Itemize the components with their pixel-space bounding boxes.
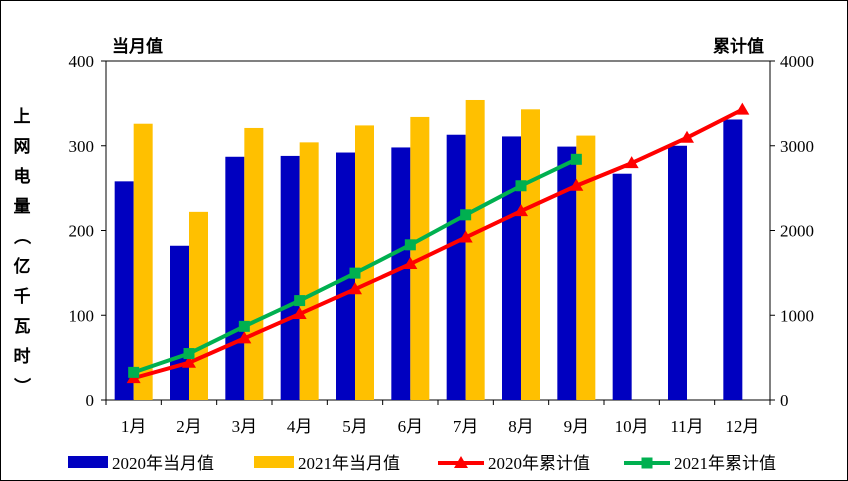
bar-2020-11	[668, 145, 687, 400]
x-tick-label: 3月	[232, 417, 258, 436]
point-2021-9	[570, 153, 582, 165]
bar-2021-9	[576, 135, 596, 400]
x-tick-label: 2月	[176, 417, 202, 436]
bar-2020-10	[612, 173, 632, 400]
legend-label-3: 2020年累计值	[488, 454, 590, 473]
bar-2020-1	[114, 181, 134, 400]
point-2020-11	[680, 130, 694, 143]
line-2020-cumulative	[133, 107, 744, 381]
point-2021-1	[128, 366, 140, 378]
x-tick-label: 11月	[670, 417, 703, 436]
bar-2020-2	[170, 245, 189, 400]
ylabel-char: 千	[14, 287, 31, 307]
x-tick-label: 10月	[615, 417, 649, 436]
right-axis-ticks: 0 1000 2000 3000 4000	[770, 52, 814, 410]
right-tick-label: 4000	[780, 52, 814, 71]
legend-swatch-2	[254, 456, 294, 468]
point-2020-4	[292, 306, 307, 319]
left-tick-label: 100	[69, 306, 95, 325]
point-2020-9	[569, 178, 584, 191]
point-2020-8	[514, 204, 528, 217]
ylabel-char: 网	[14, 137, 31, 157]
point-2021-6	[404, 239, 416, 251]
ylabel-char: 量	[14, 196, 31, 217]
right-axis-title: 累计值	[713, 36, 764, 57]
point-2021-7	[460, 209, 472, 221]
right-tick-label: 2000	[780, 222, 814, 241]
ylabel-char: 上	[14, 107, 31, 127]
left-axis-ticks: 0 100 200 300 400	[69, 52, 106, 410]
ylabel-char: 时	[14, 347, 31, 367]
x-tick-label: 6月	[398, 417, 424, 436]
legend: 2020年当月值 2021年当月值 2020年累计值 2021年累计值	[68, 454, 776, 473]
point-2021-8	[515, 180, 527, 192]
point-2020-6	[403, 256, 418, 269]
x-axis-ticks: 1月 2月 3月 4月 5月 6月 7月 8月 9月 10月 11月 12月	[105, 400, 771, 436]
bar-2021-8	[521, 109, 540, 401]
ylabel-char: ）	[11, 378, 32, 395]
lines-layer	[126, 102, 750, 384]
x-tick-label: 12月	[725, 417, 759, 436]
point-2020-10	[624, 156, 639, 169]
left-tick-label: 300	[69, 137, 95, 156]
x-tick-label: 7月	[453, 417, 479, 436]
ylabel-char: 瓦	[14, 317, 31, 337]
right-tick-label: 1000	[780, 306, 814, 325]
point-2020-5	[348, 282, 362, 295]
left-axis-title: 当月值	[112, 36, 163, 57]
legend-label-4: 2021年累计值	[674, 454, 776, 473]
bar-2021-4	[299, 142, 319, 401]
bar-2021-1	[133, 123, 153, 400]
left-tick-label: 200	[69, 222, 95, 241]
ylabel-char: 亿	[14, 256, 31, 277]
legend-label-1: 2020年当月值	[112, 454, 214, 473]
bars-layer	[114, 99, 743, 401]
bar-2021-2	[189, 211, 208, 400]
left-tick-label: 400	[69, 52, 95, 71]
point-2021-3	[238, 320, 250, 332]
legend-marker-3	[454, 456, 468, 468]
bar-2020-8	[502, 136, 521, 401]
point-2020-3	[237, 331, 252, 344]
left-tick-label: 0	[86, 391, 95, 410]
ylabel-char: 电	[14, 166, 31, 187]
point-2021-4	[294, 295, 306, 307]
legend-swatch-1	[68, 456, 108, 468]
bar-2021-7	[465, 99, 485, 401]
point-2020-7	[458, 230, 473, 243]
bar-2020-3	[225, 156, 245, 400]
bar-2021-3	[244, 127, 264, 400]
legend-label-2: 2021年当月值	[298, 454, 400, 473]
x-tick-label: 1月	[121, 417, 147, 436]
bar-2020-12	[723, 119, 743, 400]
bar-2020-4	[280, 155, 300, 400]
point-2021-2	[183, 348, 195, 360]
x-tick-label: 9月	[564, 417, 590, 436]
legend-marker-4	[641, 457, 653, 469]
point-2020-2	[182, 355, 196, 368]
bar-2021-5	[355, 125, 374, 400]
ylabel-char: （	[11, 228, 32, 245]
x-tick-label: 4月	[287, 417, 313, 436]
right-tick-label: 0	[780, 391, 789, 410]
bar-2020-6	[391, 147, 411, 400]
bar-2020-7	[446, 134, 466, 401]
right-tick-label: 3000	[780, 137, 814, 156]
x-tick-label: 8月	[508, 417, 534, 436]
x-tick-label: 5月	[342, 417, 368, 436]
bar-2020-9	[557, 146, 577, 400]
point-2020-12	[735, 102, 750, 115]
point-2021-5	[349, 267, 361, 279]
